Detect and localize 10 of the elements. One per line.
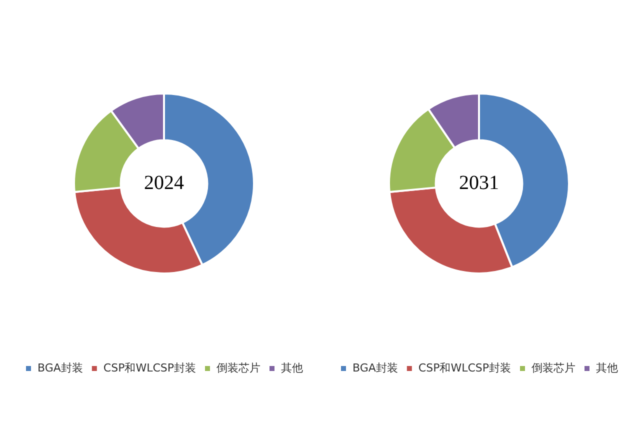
- legend-label: CSP和WLCSP封装: [418, 361, 512, 374]
- legend-label: 倒装芯片: [216, 361, 260, 374]
- text: 2031: [459, 172, 499, 194]
- legend-label: 倒装芯片: [532, 361, 576, 374]
- text: 2024: [144, 172, 184, 194]
- legend-label: BGA封装: [38, 361, 83, 374]
- legend-label: BGA封装: [352, 361, 398, 374]
- legend-label: CSP和WLCSP封装: [103, 361, 196, 374]
- legend-label: 其他: [596, 361, 618, 374]
- legend-label: 其他: [281, 361, 303, 374]
